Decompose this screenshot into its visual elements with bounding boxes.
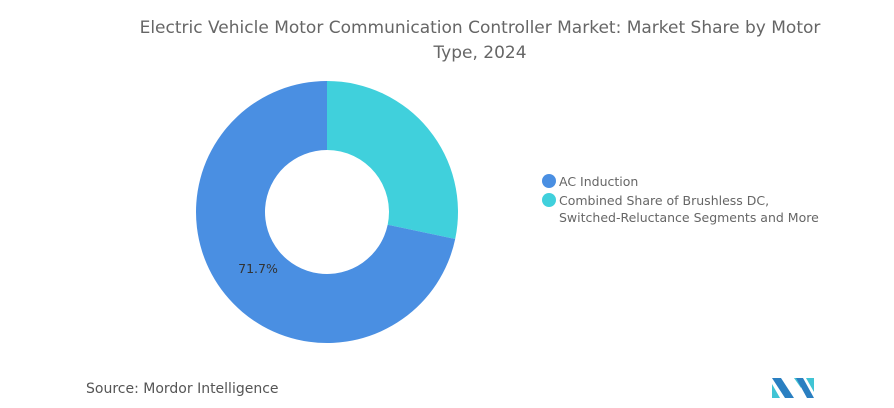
- donut-slice-ac-induction: [196, 81, 456, 343]
- donut-slice-combined-share: [327, 81, 458, 239]
- legend-label-line: Switched-Reluctance Segments and More: [559, 210, 819, 225]
- mordor-intelligence-logo: [772, 378, 814, 398]
- legend-label: Combined Share of Brushless DC, Switched-…: [559, 192, 819, 226]
- data-label: 71.7%: [238, 261, 278, 276]
- source-note: Source: Mordor Intelligence: [86, 381, 279, 397]
- chart-title: Electric Vehicle Motor Communication Con…: [139, 18, 821, 63]
- legend-label: AC Induction: [559, 174, 639, 189]
- legend-swatch: [542, 193, 556, 207]
- legend-swatch: [542, 174, 556, 188]
- legend-item-combined-share: Combined Share of Brushless DC, Switched-…: [542, 192, 819, 226]
- legend-label-line: Combined Share of Brushless DC,: [559, 193, 770, 208]
- legend: AC Induction Combined Share of Brushless…: [542, 173, 819, 228]
- legend-item-ac-induction: AC Induction: [542, 173, 819, 190]
